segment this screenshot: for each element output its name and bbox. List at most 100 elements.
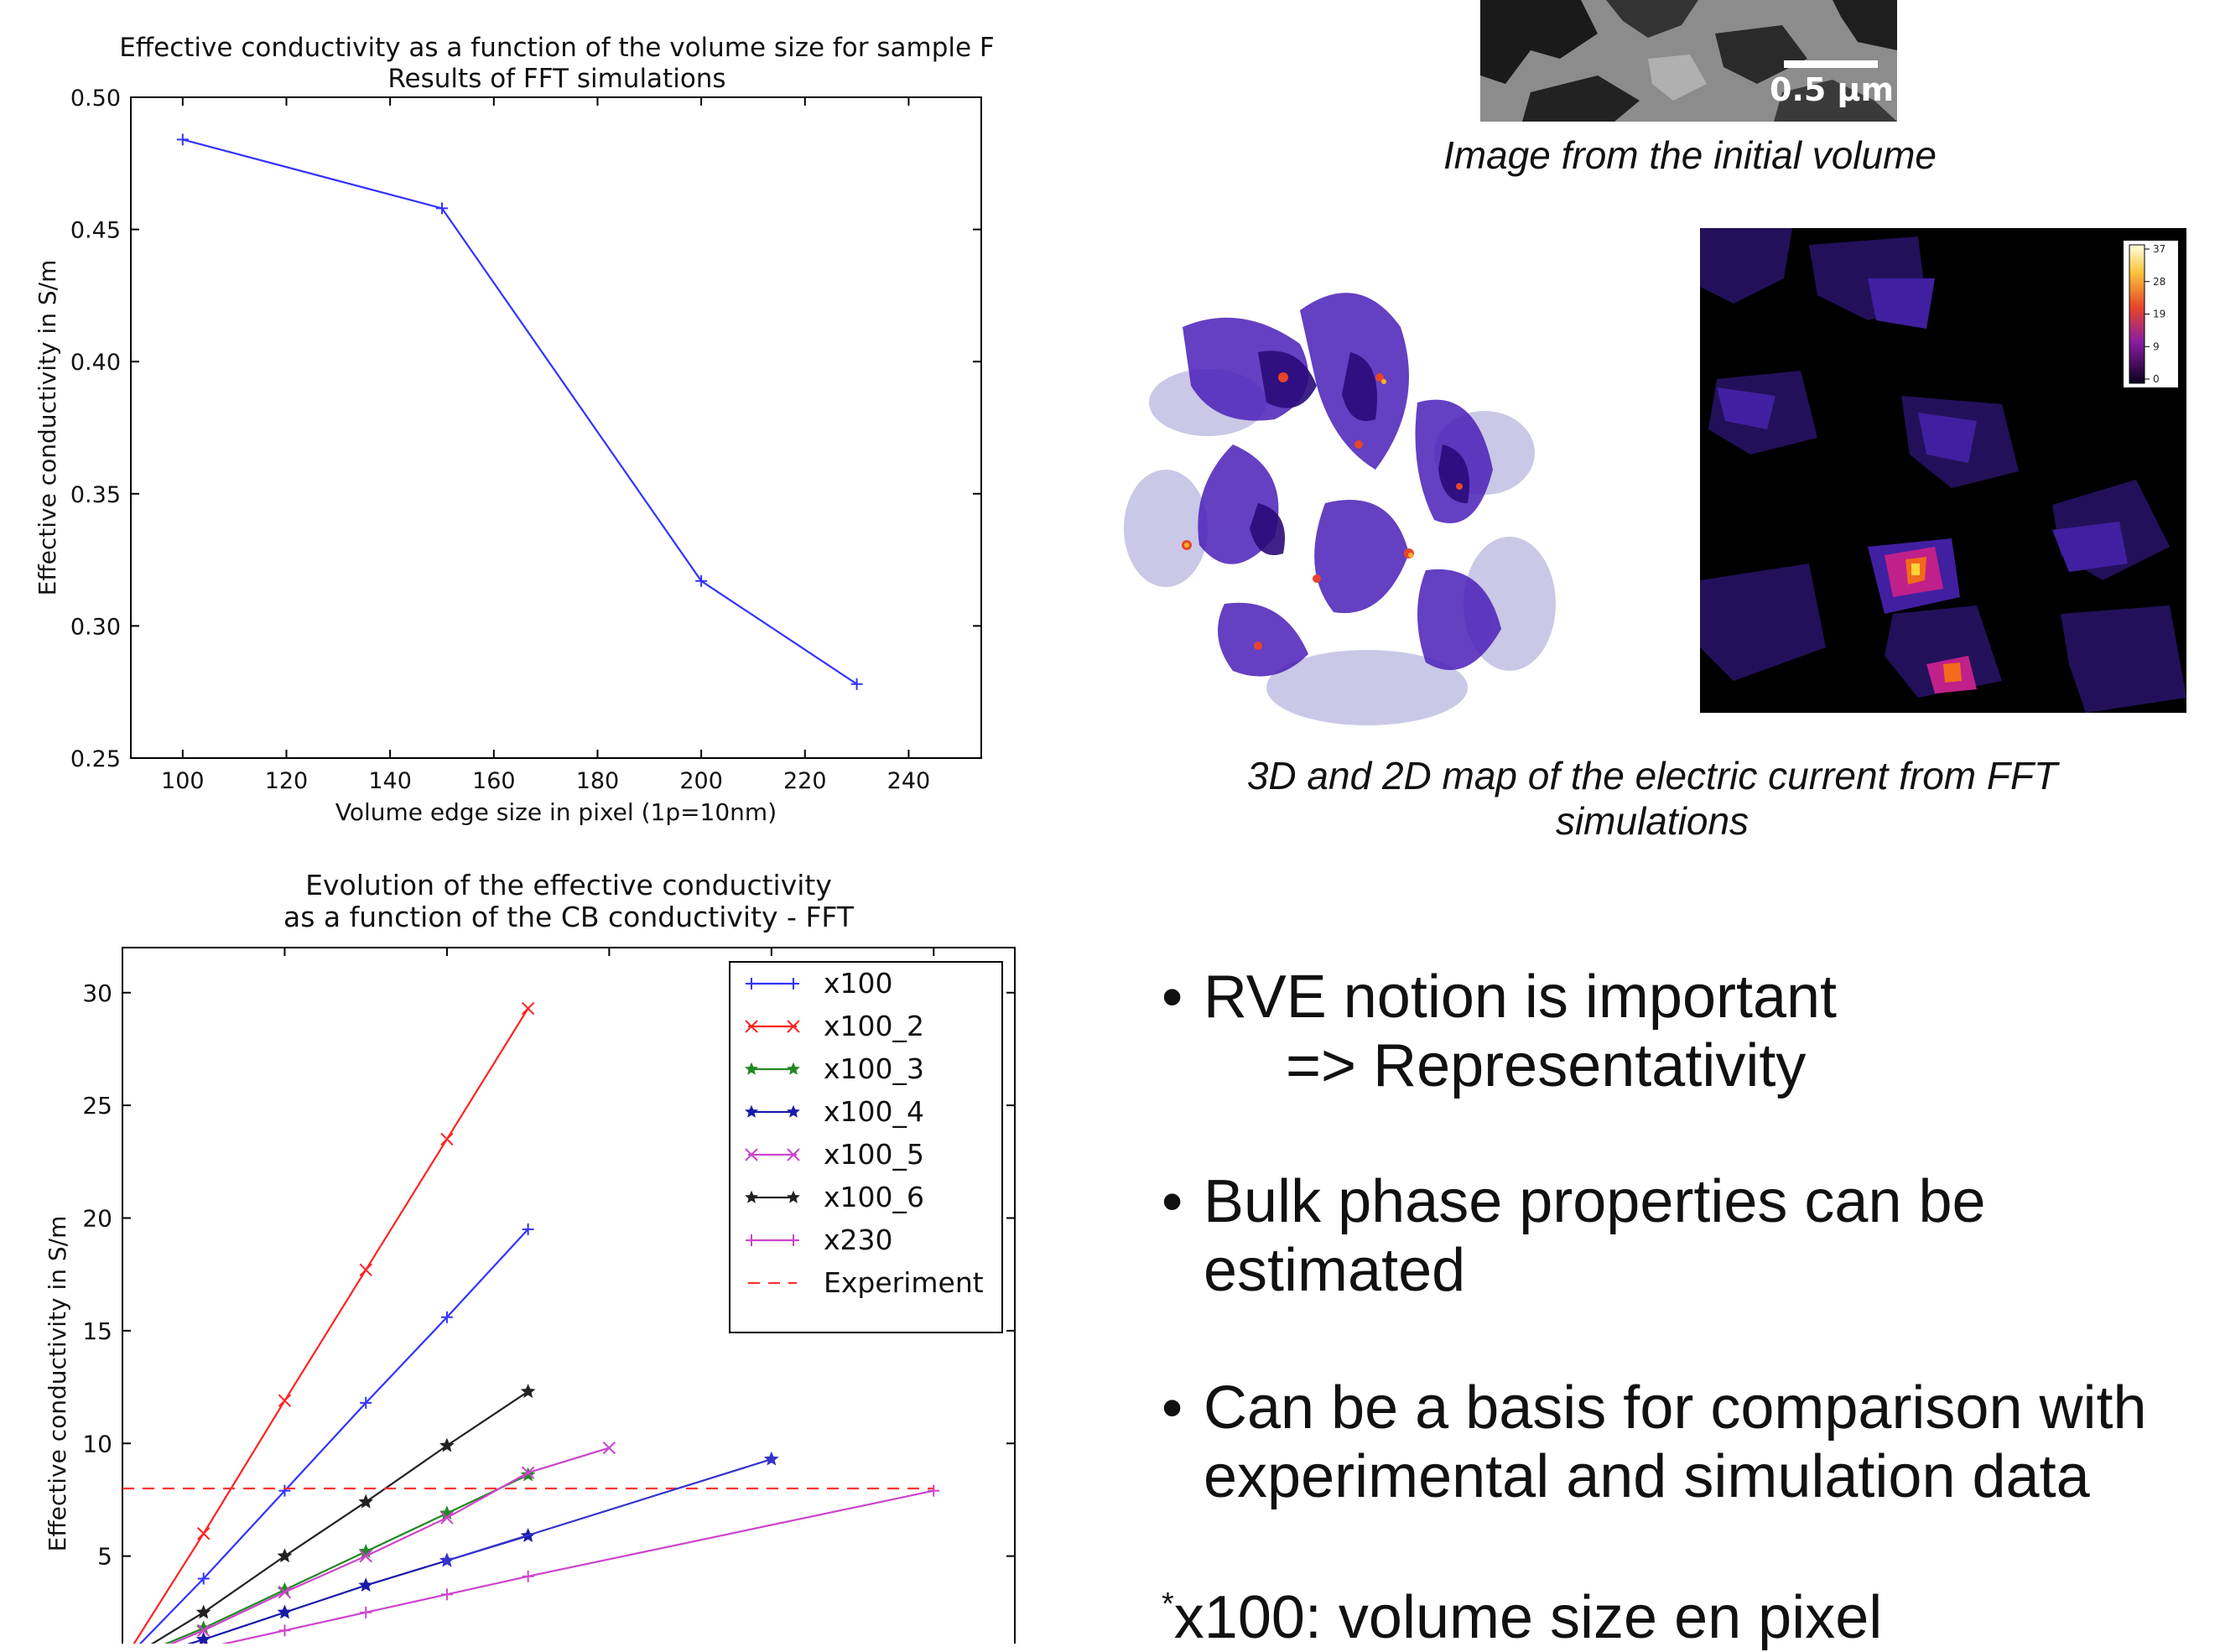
data-point bbox=[521, 1001, 535, 1016]
x-tick-label: 240 bbox=[887, 768, 931, 794]
x-tick-label: 160 bbox=[472, 768, 516, 794]
legend-marker bbox=[787, 1062, 800, 1075]
bullet-dot-icon: • bbox=[1162, 1168, 1183, 1235]
scale-bar-label: 0.5 μm bbox=[1770, 71, 1894, 108]
data-point bbox=[360, 1606, 372, 1618]
data-point bbox=[440, 1511, 454, 1525]
y-tick-label: 10 bbox=[82, 1430, 112, 1457]
y-tick-label: 5 bbox=[97, 1543, 112, 1571]
bullet-line-1: Bulk phase properties can be bbox=[1204, 1168, 1986, 1235]
data-point bbox=[521, 1466, 535, 1479]
data-point bbox=[695, 574, 708, 587]
data-point bbox=[359, 1549, 372, 1563]
data-point bbox=[440, 1132, 454, 1146]
data-point bbox=[439, 1552, 455, 1567]
y-tick-label: 0.35 bbox=[70, 482, 121, 508]
data-point bbox=[928, 1484, 940, 1497]
data-point bbox=[358, 1494, 374, 1509]
bullet-line-1: RVE notion is important bbox=[1204, 964, 1838, 1031]
series-line bbox=[182, 138, 858, 685]
x-tick-label: 200 bbox=[679, 768, 723, 794]
data-point bbox=[278, 1484, 291, 1497]
data-point bbox=[176, 133, 189, 146]
data-point bbox=[522, 1570, 534, 1582]
data-point bbox=[278, 1624, 291, 1637]
legend-marker bbox=[746, 978, 757, 990]
data-point bbox=[358, 1577, 374, 1592]
data-point bbox=[520, 1384, 536, 1398]
current-map-caption-line2: simulations bbox=[1555, 799, 1749, 843]
footnote: *x100: volume size en pixel bbox=[1162, 1583, 1882, 1652]
bullet-line-1: Can be a basis for comparison with bbox=[1204, 1374, 2147, 1442]
y-tick-label: 25 bbox=[82, 1092, 112, 1120]
legend-label: x100_5 bbox=[824, 1138, 924, 1171]
y-tick-label: 0.45 bbox=[70, 218, 121, 244]
series-line bbox=[150, 1390, 529, 1644]
chart2-legend-box bbox=[729, 961, 1003, 1333]
x-tick-label: 120 bbox=[265, 768, 309, 794]
bullet-dot-icon: • bbox=[1162, 964, 1183, 1031]
data-point bbox=[277, 1604, 293, 1619]
legend-label: x100_2 bbox=[824, 1010, 924, 1042]
legend-marker bbox=[788, 1234, 799, 1246]
x-tick-label: 220 bbox=[783, 768, 827, 794]
y-tick-label: 0.30 bbox=[70, 614, 121, 640]
colorbar-tick-label: 28 bbox=[2153, 276, 2165, 288]
legend-marker bbox=[745, 1148, 758, 1161]
footnote-mark: * bbox=[1162, 1587, 1174, 1622]
data-point bbox=[197, 1527, 211, 1540]
legend-marker bbox=[745, 1062, 758, 1075]
legend-label: x100_3 bbox=[824, 1052, 924, 1085]
data-point bbox=[602, 1441, 616, 1455]
series-line bbox=[446, 1458, 772, 1562]
legend-marker bbox=[746, 1234, 757, 1246]
legend-marker bbox=[787, 1020, 800, 1033]
legend-label: x230 bbox=[824, 1223, 893, 1256]
y-tick-label: 0.50 bbox=[70, 86, 121, 112]
colorbar-tick-label: 0 bbox=[2153, 373, 2160, 385]
cb-conductivity-chart: Evolution of the effective conductivity … bbox=[44, 869, 1016, 1644]
data-point bbox=[850, 678, 863, 690]
chart2-y-axis-label: Effective conductivity in S/m bbox=[44, 1216, 71, 1552]
data-point bbox=[440, 1588, 453, 1601]
legend-marker bbox=[787, 1148, 800, 1161]
current-map-2d: 37 28 19 9 0 bbox=[1700, 228, 2186, 713]
legend-marker bbox=[745, 1104, 758, 1118]
series-line bbox=[164, 1473, 529, 1644]
data-point bbox=[278, 1585, 292, 1599]
legend-marker bbox=[787, 1104, 800, 1118]
current-map-3d bbox=[1107, 252, 1594, 755]
colorbar-tick-label: 37 bbox=[2153, 243, 2165, 255]
bullet-line-2: => Representativity bbox=[1286, 1032, 1807, 1099]
data-point bbox=[763, 1451, 779, 1466]
current-map-3d-render bbox=[1124, 293, 1556, 725]
scale-bar bbox=[1784, 60, 1878, 68]
legend-marker bbox=[745, 1020, 758, 1033]
legend-label: Experiment bbox=[824, 1266, 984, 1299]
data-point bbox=[195, 1604, 211, 1619]
legend-label: x100_4 bbox=[824, 1095, 924, 1128]
data-point bbox=[197, 1623, 211, 1638]
chart1-subtitle: Results of FFT simulations bbox=[387, 64, 725, 94]
chart2-subtitle: as a function of the CB conductivity - F… bbox=[283, 901, 855, 933]
y-tick-label: 20 bbox=[82, 1205, 112, 1233]
data-point bbox=[360, 1396, 372, 1409]
y-tick-label: 0.25 bbox=[70, 746, 121, 772]
bullet-dot-icon: • bbox=[1162, 1374, 1183, 1442]
y-tick-label: 30 bbox=[82, 979, 112, 1007]
colorbar bbox=[2129, 244, 2145, 384]
series-line bbox=[221, 1489, 934, 1644]
data-point bbox=[520, 1467, 536, 1482]
volume-size-chart: Effective conductivity as a function of … bbox=[34, 33, 995, 826]
chart2-title: Evolution of the effective conductivity bbox=[305, 869, 832, 901]
series-line bbox=[138, 1229, 529, 1644]
data-point bbox=[435, 202, 448, 215]
y-tick-label: 15 bbox=[82, 1317, 112, 1345]
initial-volume-image: 0.5 μm bbox=[1480, 0, 1897, 122]
current-map-2d-render: 37 28 19 9 0 bbox=[1700, 228, 2186, 713]
y-tick-label: 0.40 bbox=[70, 350, 121, 376]
bullet-line-2: experimental and simulation data bbox=[1204, 1443, 2090, 1510]
chart1-title: Effective conductivity as a function of … bbox=[119, 33, 995, 63]
data-point bbox=[439, 1437, 455, 1452]
bullet-line-2: estimated bbox=[1204, 1237, 1466, 1304]
